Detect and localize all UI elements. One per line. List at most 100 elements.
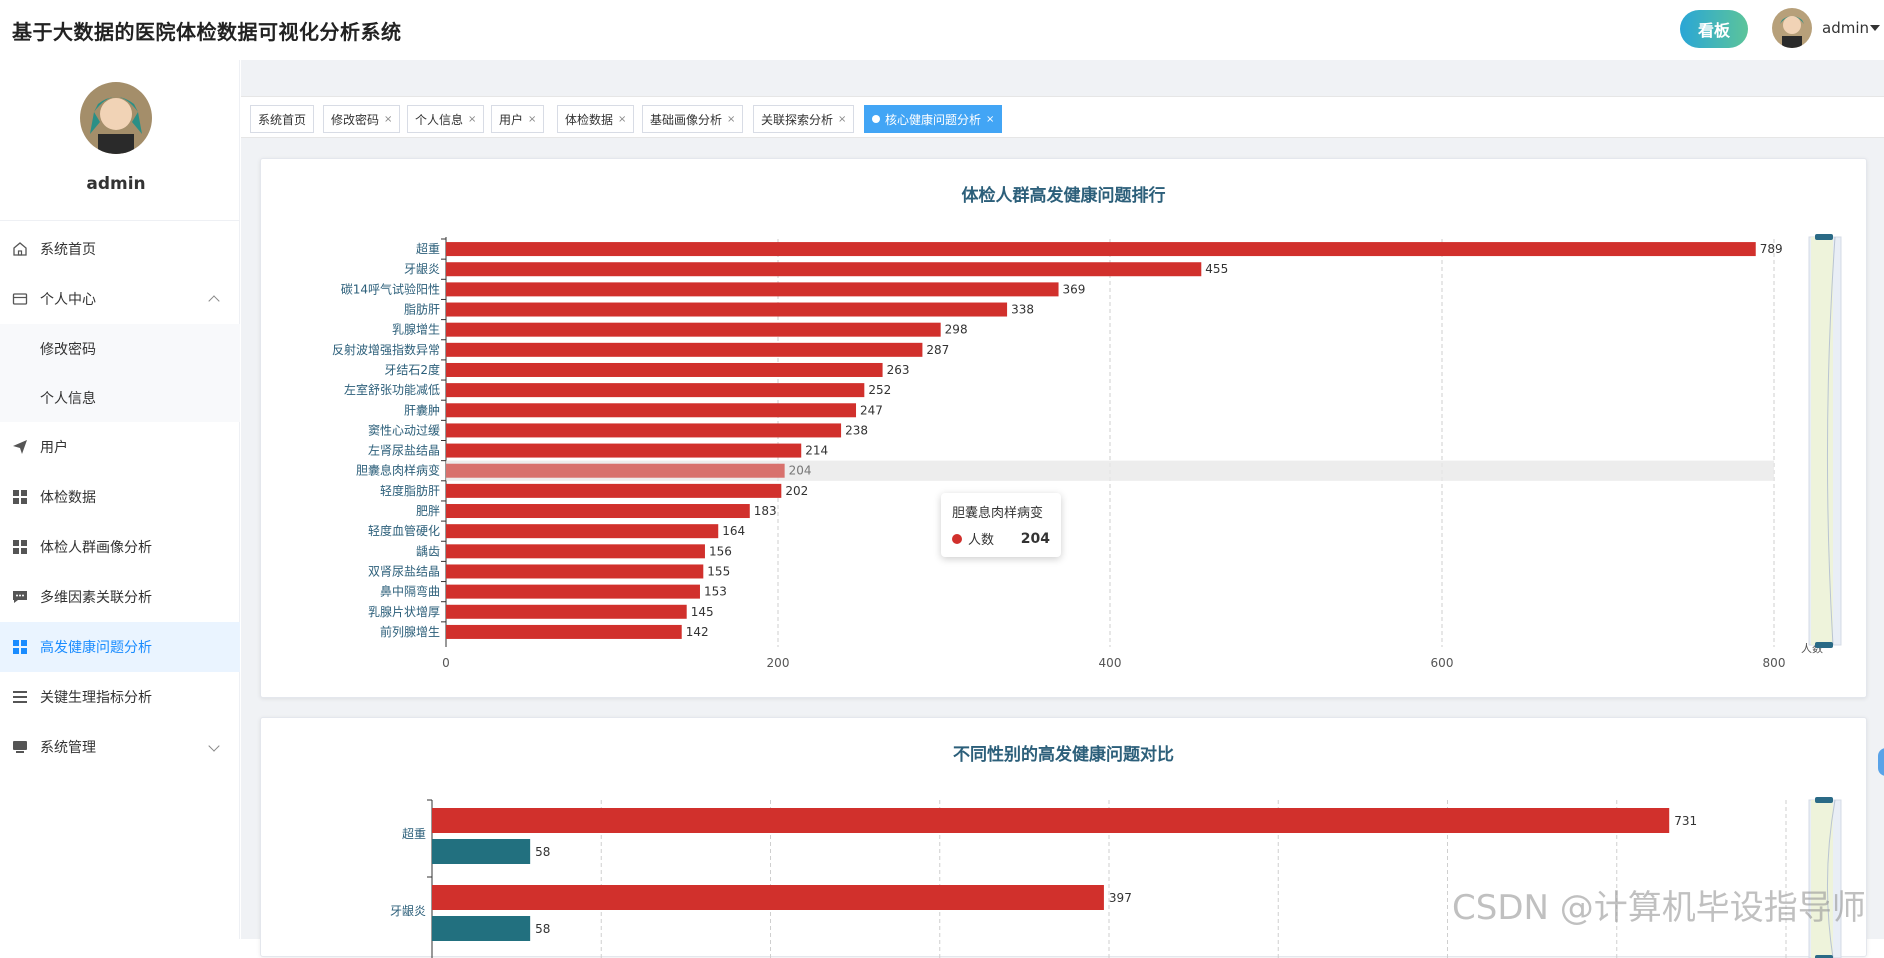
tooltip-series: 人数 [968, 533, 995, 548]
bar [446, 463, 785, 478]
tab-profile[interactable]: 个人信息 × [407, 105, 485, 133]
y-tick-label: 鼻中隔弯曲 [380, 584, 440, 599]
y-tick-label: 乳腺增生 [392, 323, 440, 337]
scroll-handle[interactable] [1878, 748, 1884, 776]
data-label: 247 [860, 403, 883, 417]
bar [446, 584, 700, 599]
tab-label: 核心健康问题分析 [885, 112, 982, 127]
y-tick-label: 牙结石2度 [384, 362, 440, 377]
sidebar-item-home[interactable]: 系统首页 [0, 224, 240, 274]
x-tick-label: 600 [1431, 656, 1454, 670]
sidebar-item-label: 关键生理指标分析 [40, 690, 152, 706]
y-tick-label: 肝囊肿 [404, 402, 440, 417]
tab-label: 系统首页 [258, 112, 307, 127]
bar [446, 322, 941, 337]
sidebar-username: admin [86, 174, 146, 194]
datazoom-shadow [1826, 236, 1836, 646]
tab-label: 个人信息 [415, 112, 464, 127]
grid-icon [13, 640, 27, 654]
chevron-up-icon [208, 295, 220, 307]
caret-down-icon[interactable] [1870, 25, 1880, 31]
y-tick-label: 牙龈炎 [404, 262, 440, 276]
close-icon[interactable]: × [838, 113, 847, 125]
chart-title: 体检人群高发健康问题排行 [961, 186, 1166, 206]
datazoom-window [1811, 237, 1833, 645]
watermark: CSDN @计算机毕设指导师 [1452, 888, 1866, 928]
data-label: 397 [1109, 891, 1132, 905]
data-label: 214 [805, 444, 828, 458]
bar [446, 443, 802, 458]
data-label: 142 [686, 625, 709, 639]
grid-icon [13, 540, 27, 554]
close-icon[interactable]: × [468, 113, 477, 125]
sidebar-item-label: 系统管理 [40, 740, 96, 756]
tab-basic-portrait[interactable]: 基础画像分析 × [642, 105, 744, 133]
top-bar: 基于大数据的医院体检数据可视化分析系统 看板 admin [0, 0, 1884, 60]
tab-label: 用户 [499, 112, 524, 127]
y-tick-label: 左室舒张功能减低 [344, 382, 440, 397]
close-icon[interactable]: × [528, 113, 537, 125]
paper-plane-icon [13, 440, 27, 454]
y-tick-label: 窦性心动过缓 [368, 423, 440, 437]
tab-change-password[interactable]: 修改密码 × [323, 105, 401, 133]
x-tick-label: 200 [767, 656, 790, 670]
sidebar-item-users[interactable]: 用户 [0, 422, 240, 472]
close-icon[interactable]: × [986, 113, 995, 125]
bar [446, 504, 750, 519]
sidebar-item-system-management[interactable]: 系统管理 [0, 722, 240, 772]
tab-users[interactable]: 用户 × [491, 105, 545, 133]
chevron-down-icon [208, 740, 220, 752]
kanban-button[interactable]: 看板 [1680, 10, 1748, 48]
y-tick-label: 龋齿 [416, 543, 440, 558]
list-icon [13, 691, 27, 703]
close-icon[interactable]: × [727, 113, 736, 125]
data-label: 731 [1674, 814, 1697, 828]
data-label: 145 [691, 605, 714, 619]
bar [446, 262, 1202, 277]
avatar[interactable] [1772, 8, 1812, 48]
grid-icon [13, 490, 27, 504]
tab-core-health-issue[interactable]: 核心健康问题分析 × [864, 105, 1003, 133]
chart-card-ranking: 体检人群高发健康问题排行 0 200 400 600 800 人数 超重 789 牙龈炎 455 碳… [260, 158, 1867, 698]
sidebar-item-health-issue-analysis[interactable]: 高发健康问题分析 [0, 622, 240, 672]
y-tick-label: 碳14呼气试验阳性 [341, 281, 440, 296]
close-icon[interactable]: × [384, 113, 393, 125]
y-tick-label: 轻度血管硬化 [368, 523, 440, 538]
sidebar-item-profile[interactable]: 个人信息 [0, 373, 240, 422]
sidebar-item-personal-center[interactable]: 个人中心 [0, 274, 240, 324]
data-label: 156 [709, 544, 732, 558]
x-tick-label: 0 [442, 656, 450, 670]
close-icon[interactable]: × [618, 113, 627, 125]
series-dot-icon [952, 533, 962, 544]
y-tick-label: 左肾尿盐结晶 [368, 443, 440, 458]
header-username[interactable]: admin [1822, 19, 1869, 37]
tab-home[interactable]: 系统首页 [250, 105, 315, 133]
data-label: 183 [754, 504, 777, 518]
tab-bar: 系统首页 修改密码 × 个人信息 × 用户 × 体检数据 × 基础画像分析 × 关联探索分… [241, 96, 1884, 138]
data-label: 58 [535, 922, 550, 936]
sidebar-menu: 系统首页 个人中心 修改密码 个人信息 用户 体检数据 体检人群画像分析 多维因… [0, 224, 240, 772]
bar [446, 403, 857, 418]
bar [446, 383, 865, 398]
data-label: 789 [1760, 242, 1783, 256]
gender-bar-chart: 超重 731 58 牙龈炎 397 58 [390, 797, 1842, 958]
y-tick-label: 前列腺增生 [380, 624, 440, 639]
monitor-icon [13, 741, 27, 753]
data-label: 155 [707, 564, 730, 578]
bar [446, 423, 842, 438]
sidebar-item-change-password[interactable]: 修改密码 [0, 324, 240, 373]
datazoom-handle [1815, 797, 1833, 803]
sidebar-item-portrait-analysis[interactable]: 体检人群画像分析 [0, 522, 240, 572]
tab-correlation[interactable]: 关联探索分析 × [753, 105, 855, 133]
tab-exam-data[interactable]: 体检数据 × [557, 105, 635, 133]
x-tick-label: 400 [1099, 656, 1122, 670]
y-tick-label: 乳腺片状增厚 [368, 605, 440, 619]
y-tick-label: 超重 [416, 241, 440, 256]
data-label: 164 [722, 524, 745, 538]
sidebar-item-exam-data[interactable]: 体检数据 [0, 472, 240, 522]
sidebar-item-vital-indicator-analysis[interactable]: 关键生理指标分析 [0, 672, 240, 722]
datazoom-window [1811, 800, 1833, 958]
y-tick-label: 轻度脂肪肝 [380, 483, 440, 498]
id-card-icon [12, 293, 28, 305]
sidebar-item-correlation-analysis[interactable]: 多维因素关联分析 [0, 572, 240, 622]
